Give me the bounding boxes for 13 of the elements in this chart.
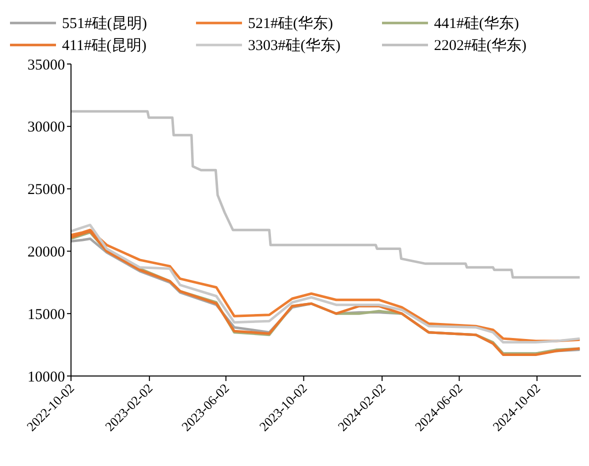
line-series — [71, 110, 581, 279]
legend-label: 3303#硅(华东) — [248, 36, 340, 54]
y-tick-label: 10000 — [28, 369, 65, 386]
legend-label: 411#硅(昆明) — [62, 36, 146, 54]
y-tick-label: 35000 — [28, 57, 65, 74]
legend-label: 551#硅(昆明) — [62, 14, 147, 32]
y-tick-label: 20000 — [28, 244, 65, 261]
legend-label: 521#硅(华东) — [248, 14, 333, 32]
y-tick-label: 15000 — [28, 306, 65, 323]
legend-label: 2202#硅(华东) — [434, 36, 526, 54]
y-tick-label: 25000 — [28, 182, 65, 198]
legend-label: 441#硅(华东) — [434, 14, 519, 32]
y-tick-label: 30000 — [28, 120, 65, 136]
